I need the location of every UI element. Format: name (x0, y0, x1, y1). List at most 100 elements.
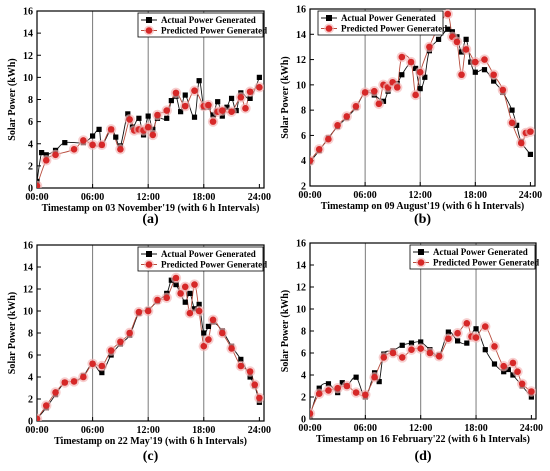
actual-power-point (376, 379, 382, 385)
predicted-power-point (70, 378, 78, 385)
predicted-power-point (310, 410, 314, 417)
panel-label: (b) (414, 212, 431, 227)
y-tick-label: 6 (28, 351, 33, 362)
actual-power-point (509, 107, 515, 113)
predicted-power-point (154, 111, 161, 119)
x-tick-label: 12:00 (137, 192, 160, 203)
predicted-power-point (370, 87, 378, 95)
x-tick-label: 12:00 (409, 423, 432, 434)
predicted-power-point (352, 389, 360, 396)
predicted-power-point (334, 122, 341, 129)
y-tick-label: 12 (23, 285, 33, 296)
legend-actual-marker (146, 17, 152, 23)
actual-power-point (527, 151, 534, 157)
actual-power-point (445, 26, 451, 32)
actual-power-point (205, 323, 212, 329)
predicted-power-point (149, 131, 157, 139)
chart-panel-d: 0 2 4 6 8 10 12 14 16 00:00 06:00 12:00 18:00 24:00Ti… (280, 239, 543, 465)
predicted-power-point (126, 116, 133, 123)
predicted-power-point (508, 119, 516, 127)
predicted-power-point (42, 402, 50, 409)
actual-power-point (482, 347, 488, 353)
actual-power-point (43, 152, 49, 158)
predicted-power-point (481, 323, 489, 330)
x-tick-label: 24:00 (248, 192, 271, 203)
actual-power-point (182, 92, 188, 98)
actual-power-point (413, 65, 419, 72)
predicted-power-point (500, 362, 508, 370)
predicted-power-point (172, 274, 180, 282)
y-tick-label: 16 (23, 241, 33, 252)
chart-panel-b: 2 4 6 8 10 12 14 16 00:00 06:00 12:00 18:00 24:00Tim… (280, 5, 542, 228)
x-tick-label: 24:00 (248, 425, 271, 436)
x-axis-label: Timestamp on 03 November'19 (with 6 h In… (42, 203, 260, 214)
predicted-power-point (458, 71, 465, 79)
predicted-power-point (154, 296, 161, 304)
legend-box (409, 244, 536, 270)
predicted-power-point (163, 107, 171, 114)
predicted-power-point (453, 38, 461, 46)
y-tick-label: 14 (23, 29, 33, 40)
predicted-power-point (195, 307, 203, 315)
y-tick-label: 2 (301, 182, 306, 193)
series-group (310, 9, 535, 166)
predicted-power-point (398, 354, 406, 361)
predicted-power-point (371, 373, 378, 381)
x-tick-label: 12:00 (409, 190, 432, 201)
predicted-power-point (98, 141, 106, 149)
y-tick-label: 16 (23, 7, 33, 18)
legend-predicted-marker (145, 261, 153, 268)
predicted-power-point (237, 93, 245, 101)
predicted-power-point (490, 71, 497, 79)
predicted-power-point (242, 105, 249, 112)
predicted-power-point (246, 368, 254, 375)
y-tick-label: 12 (296, 283, 306, 294)
actual-power-point (99, 370, 105, 376)
predicted-power-point (181, 102, 189, 110)
actual-power-point (215, 99, 221, 105)
legend-actual-marker (146, 251, 152, 257)
actual-power-point (113, 134, 119, 140)
y-tick-label: 8 (301, 106, 306, 117)
y-tick-label: 10 (23, 307, 33, 318)
actual-power-point (196, 78, 202, 84)
predicted-power-point (527, 128, 534, 135)
predicted-power-point (462, 46, 470, 53)
predicted-power-point (52, 389, 59, 396)
predicted-power-point (107, 347, 115, 354)
predicted-power-point (163, 294, 171, 302)
predicted-power-point (205, 101, 212, 109)
y-tick-label: 14 (23, 263, 33, 274)
predicted-power-point (435, 353, 443, 360)
actual-power-point (238, 356, 244, 362)
y-tick-label: 10 (296, 305, 306, 316)
actual-power-point (247, 95, 253, 101)
predicted-power-point (398, 53, 406, 61)
x-axis-label: Timestamp on 16 February'22 (with 6 h In… (316, 434, 530, 445)
actual-power-point (196, 301, 202, 307)
predicted-power-point (417, 345, 424, 352)
y-tick-label: 0 (28, 417, 33, 428)
predicted-power-point (517, 139, 525, 147)
actual-power-point (191, 114, 198, 120)
legend-box (137, 246, 264, 272)
actual-power-point (408, 340, 415, 346)
legend-predicted-label: Predicted Power Generated (341, 24, 447, 34)
predicted-power-point (412, 91, 419, 99)
y-tick-label: 8 (28, 95, 33, 106)
predicted-power-point (389, 349, 397, 357)
legend-actual-label: Actual Power Generated (161, 15, 256, 25)
predicted-power-point (463, 320, 471, 327)
actual-power-point (210, 112, 216, 118)
predicted-power-point (472, 58, 479, 66)
actual-power-point (501, 369, 507, 375)
actual-power-point (353, 374, 359, 380)
x-tick-label: 00:00 (298, 423, 321, 434)
predicted-power-point (407, 58, 415, 66)
actual-power-point (339, 380, 345, 386)
y-axis-label: Solar Power (kWh) (280, 290, 291, 372)
y-tick-label: 16 (296, 5, 306, 16)
predicted-power-point (445, 335, 452, 343)
